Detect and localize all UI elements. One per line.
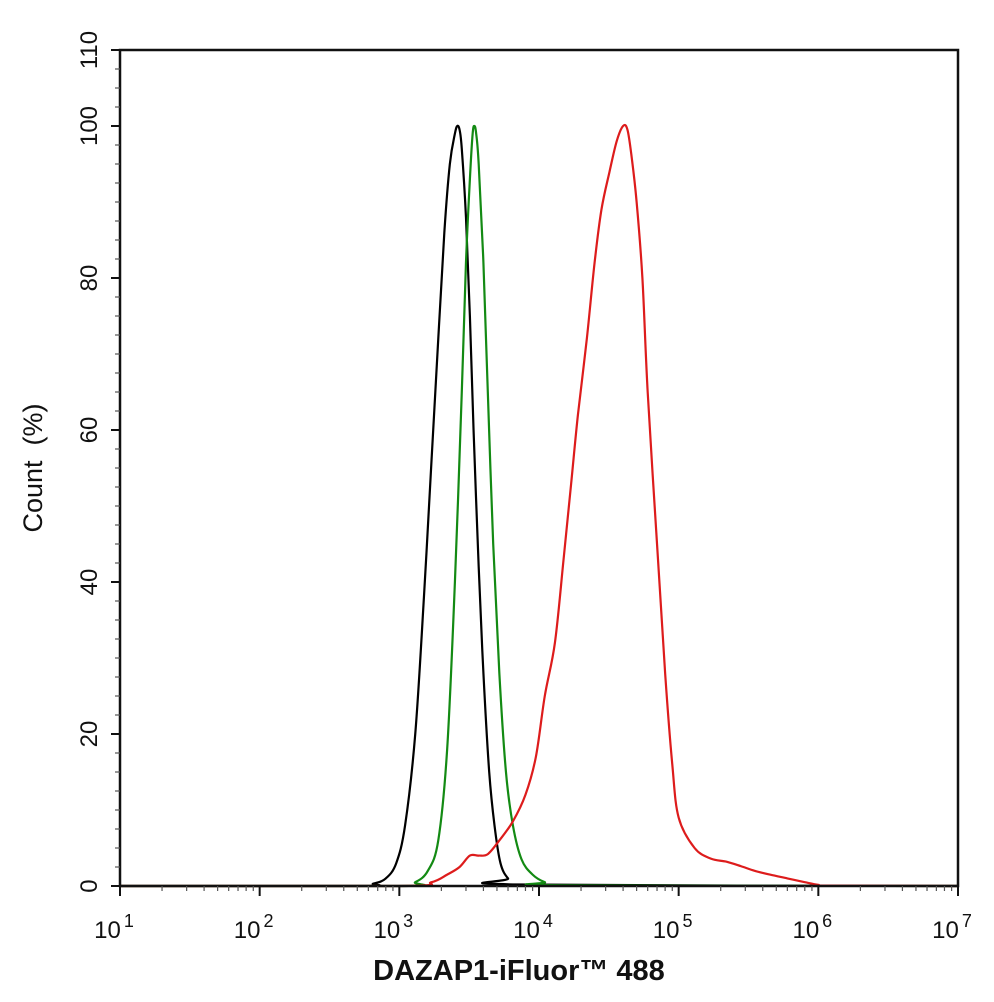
series-1-line	[120, 124, 959, 888]
y-tick-label: 40	[76, 569, 103, 596]
x-axis-title: DAZAP1-iFluor™ 488	[373, 955, 665, 987]
y-tick-label: 110	[76, 31, 103, 69]
y-axis: 0 20 40 60 80 100 110	[76, 31, 120, 893]
x-tick-label: 10 1	[94, 911, 134, 944]
y-tick-label: 80	[76, 265, 103, 292]
x-tick-label: 10 2	[234, 911, 274, 944]
y-tick-label: 100	[76, 106, 103, 146]
y-tick-label: 20	[76, 721, 103, 748]
x-tick-label: 10 3	[373, 911, 413, 944]
x-tick-label: 10 7	[932, 911, 972, 944]
x-axis: 10 1 10 2 10 3 10 4 10 5 10 6 10 7	[94, 886, 972, 944]
x-tick-label: 10 4	[513, 911, 553, 944]
plot-frame	[118, 48, 960, 888]
y-axis-title: Count (%)	[18, 403, 48, 532]
x-tick-label: 10 5	[653, 911, 693, 944]
series-2-line	[120, 124, 959, 888]
y-tick-label: 60	[76, 417, 103, 444]
series-3-line	[120, 123, 959, 888]
y-tick-label: 0	[76, 879, 103, 892]
x-tick-label: 10 6	[792, 911, 832, 944]
series-layer	[120, 123, 959, 888]
